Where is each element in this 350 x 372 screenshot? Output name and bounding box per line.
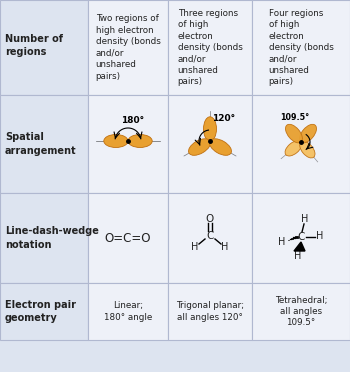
Text: Line-dash-wedge
notation: Line-dash-wedge notation (5, 227, 99, 250)
Ellipse shape (286, 124, 302, 143)
Text: H: H (316, 231, 324, 241)
Text: Linear;
180° angle: Linear; 180° angle (104, 301, 152, 322)
Text: Tetrahedral;
all angles
109.5°: Tetrahedral; all angles 109.5° (275, 295, 327, 327)
Ellipse shape (285, 141, 302, 156)
Text: Number of
regions: Number of regions (5, 34, 63, 57)
Text: Trigonal planar;
all angles 120°: Trigonal planar; all angles 120° (176, 301, 244, 322)
Bar (252, 193, 350, 283)
Bar (168, 283, 252, 340)
Text: H: H (278, 237, 286, 247)
Bar (0, 193, 88, 283)
Text: 109.5°: 109.5° (280, 113, 310, 122)
Bar (0, 283, 88, 340)
Text: O: O (206, 214, 214, 224)
Text: 180°: 180° (121, 116, 145, 125)
Bar (0, 95, 88, 193)
Bar (88, 193, 168, 283)
Text: Two regions of
high electron
density (bonds
and/or
unshared
pairs): Two regions of high electron density (bo… (96, 15, 160, 81)
Ellipse shape (300, 124, 316, 143)
Text: H: H (191, 242, 199, 252)
Ellipse shape (210, 139, 231, 155)
Text: Spatial
arrangement: Spatial arrangement (5, 132, 77, 155)
Text: Three regions
of high
electron
density (bonds
and/or
unshared
pairs): Three regions of high electron density (… (177, 9, 243, 86)
Text: C: C (297, 232, 305, 242)
Text: Electron pair
geometry: Electron pair geometry (5, 300, 76, 323)
Bar (88, 283, 168, 340)
Bar (168, 0, 252, 95)
Text: H: H (301, 214, 309, 224)
Bar (252, 0, 350, 95)
Text: C: C (206, 231, 214, 241)
Text: H: H (221, 242, 229, 252)
Ellipse shape (189, 139, 210, 155)
Text: Four regions
of high
electron
density (bonds
and/or
unshared
pairs): Four regions of high electron density (b… (268, 9, 334, 86)
Ellipse shape (300, 141, 315, 158)
Ellipse shape (128, 135, 152, 148)
Ellipse shape (104, 135, 128, 148)
Bar (252, 95, 350, 193)
Bar (252, 283, 350, 340)
Text: H: H (294, 251, 302, 261)
Bar (168, 193, 252, 283)
Ellipse shape (203, 117, 217, 141)
Text: 120°: 120° (212, 114, 236, 123)
Polygon shape (294, 242, 305, 251)
Bar (88, 0, 168, 95)
Bar (168, 95, 252, 193)
Bar (0, 0, 88, 95)
Bar (88, 95, 168, 193)
Text: O=C=O: O=C=O (105, 231, 151, 244)
